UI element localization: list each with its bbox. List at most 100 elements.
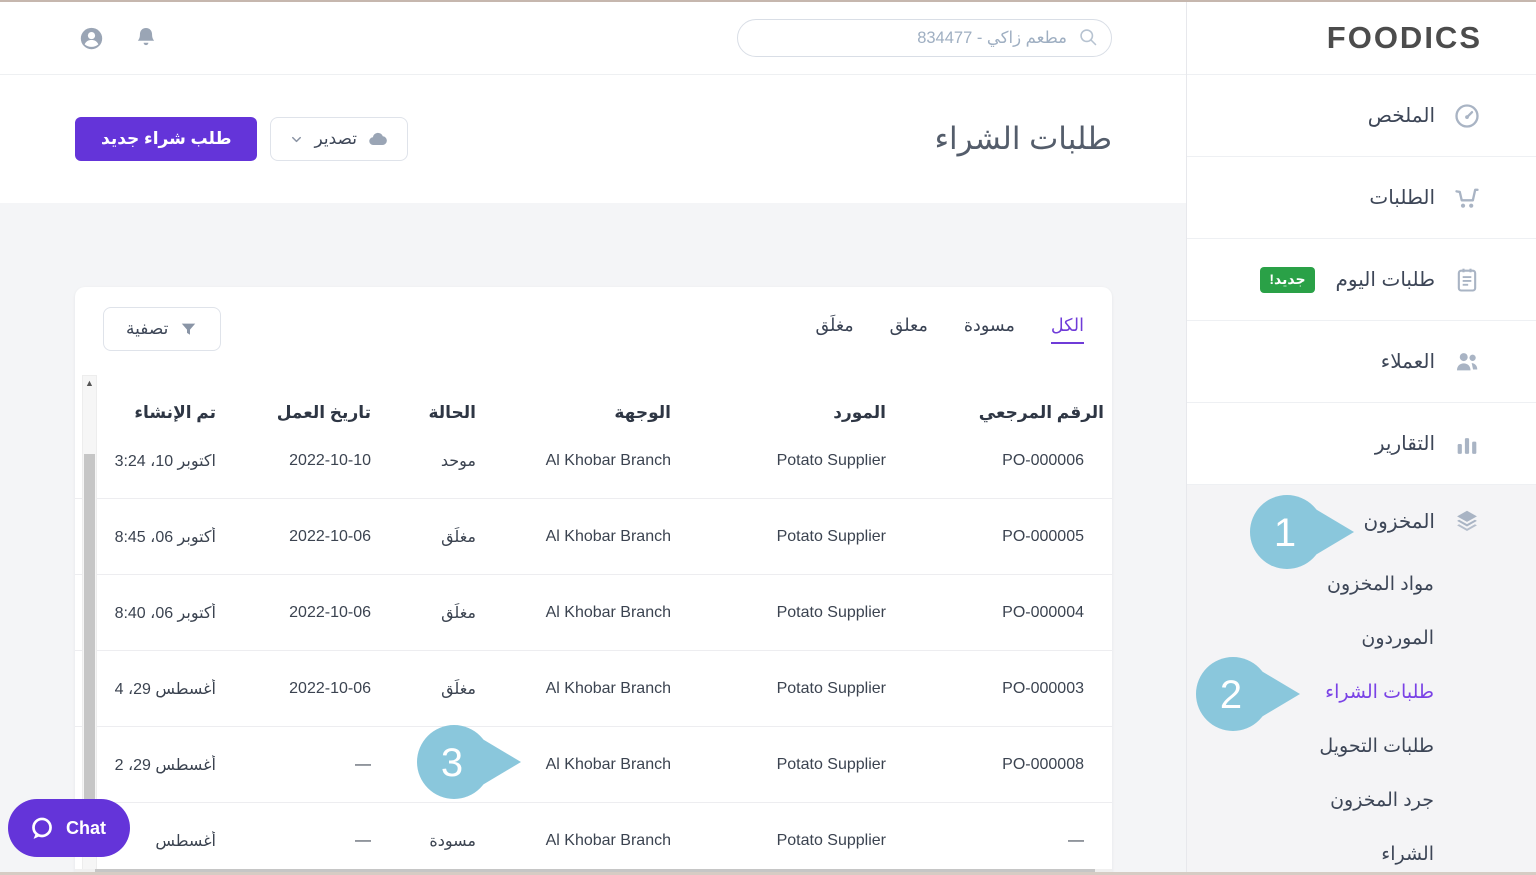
cell-work-date: — [355, 755, 371, 773]
chevron-down-icon [289, 132, 304, 147]
tab-pending[interactable]: معلق [889, 314, 928, 335]
sidebar-item-customers[interactable]: العملاء [1187, 321, 1536, 403]
logo-row: FOODICS [1187, 2, 1536, 75]
column-header-supplier: المورد [833, 402, 886, 422]
cell-work-date: 2022-10-06 [289, 603, 371, 621]
customers-icon [1452, 347, 1482, 377]
cell-supplier: Potato Supplier [776, 679, 886, 697]
table-vertical-scrollbar[interactable]: ▲ [82, 375, 97, 875]
cell-created: أكتوبر 10، 3:24 [114, 454, 216, 470]
cell-supplier: Potato Supplier [776, 603, 886, 621]
table-row[interactable]: PO-000003 Potato Supplier Al Khobar Bran… [75, 651, 1112, 727]
cell-work-date: 2022-10-10 [289, 454, 371, 469]
chat-bubble-icon [28, 815, 55, 842]
sidebar-subitem-suppliers[interactable]: الموردون [1187, 611, 1536, 665]
purchase-orders-card: الكل مسودة معلق مغلَق تصفية الرقم المرجع… [75, 287, 1112, 875]
cell-reference: — [1068, 831, 1084, 849]
bottom-edge-line [0, 872, 1536, 875]
cell-created: أغسطس [155, 832, 216, 850]
search-icon [1078, 27, 1099, 48]
sidebar-subitem-inventory-items[interactable]: مواد المخزون [1187, 557, 1536, 611]
sidebar-subitem-inventory-count[interactable]: جرد المخزون [1187, 773, 1536, 827]
cell-status: مسودة [429, 832, 476, 850]
cell-destination: Al Khobar Branch [545, 831, 671, 849]
cell-reference: PO-000004 [1002, 603, 1084, 621]
page-header: طلبات الشراء تصدير طلب شراء جديد [0, 75, 1186, 203]
sidebar-item-reports[interactable]: التقارير [1187, 403, 1536, 485]
table-body: PO-000006 Potato Supplier Al Khobar Bran… [75, 454, 1112, 875]
scrollbar-up-arrow[interactable]: ▲ [85, 378, 94, 388]
inventory-section: المخزون مواد المخزون الموردون طلبات الشر… [1187, 485, 1536, 875]
sidebar-subitem-transfer-orders[interactable]: طلبات التحويل [1187, 719, 1536, 773]
sidebar-subitem-purchase-orders[interactable]: طلبات الشراء [1187, 665, 1536, 719]
cell-supplier: Potato Supplier [776, 454, 886, 469]
sidebar: FOODICS الملخص الطلبات طلبات اليوم جديد!… [1186, 2, 1536, 875]
cell-reference: PO-000003 [1002, 679, 1084, 697]
layers-icon [1452, 506, 1482, 536]
cell-work-date: 2022-10-06 [289, 527, 371, 545]
subitem-label: طلبات التحويل [1319, 735, 1434, 757]
table-row[interactable]: PO-000006 Potato Supplier Al Khobar Bran… [75, 454, 1112, 499]
cell-supplier: Potato Supplier [776, 527, 886, 545]
export-label: تصدير [314, 129, 357, 148]
sidebar-item-summary[interactable]: الملخص [1187, 75, 1536, 157]
cell-destination: Al Khobar Branch [545, 755, 671, 773]
column-header-work-date: تاريخ العمل [276, 402, 371, 422]
funnel-icon [179, 320, 198, 339]
cell-reference: PO-000008 [1002, 755, 1084, 773]
cell-work-date: 2022-10-06 [289, 679, 371, 697]
column-header-reference: الرقم المرجعي [978, 402, 1104, 422]
cell-status: مغلَق [441, 528, 476, 546]
sidebar-item-orders[interactable]: الطلبات [1187, 157, 1536, 239]
column-header-destination: الوجهة [614, 402, 671, 422]
filter-label: تصفية [126, 319, 169, 338]
main-area: طلبات الشراء تصدير طلب شراء جديد الكل مس… [0, 2, 1186, 875]
subitem-label: الموردون [1361, 627, 1434, 649]
new-purchase-order-button[interactable]: طلب شراء جديد [75, 117, 258, 161]
search-box [737, 19, 1112, 57]
filter-button[interactable]: تصفية [103, 307, 222, 351]
tab-all[interactable]: الكل [1050, 315, 1084, 344]
subitem-label: مواد المخزون [1327, 573, 1434, 595]
clipboard-icon [1452, 265, 1482, 295]
cell-reference: PO-000006 [1002, 454, 1084, 469]
cell-supplier: Potato Supplier [776, 755, 886, 773]
cell-created: أغسطس 29، 2 [114, 756, 216, 774]
notifications-bell-icon[interactable] [133, 25, 160, 52]
table-row[interactable]: PO-000005 Potato Supplier Al Khobar Bran… [75, 499, 1112, 575]
sidebar-item-inventory[interactable]: المخزون [1187, 485, 1536, 557]
table-row[interactable]: PO-000008 Potato Supplier Al Khobar Bran… [75, 727, 1112, 803]
cell-destination: Al Khobar Branch [545, 603, 671, 621]
cell-status: مغلَق [441, 680, 476, 698]
export-button[interactable]: تصدير [270, 117, 408, 161]
sidebar-item-label: العملاء [1380, 351, 1435, 373]
cell-status: مغلَق [441, 604, 476, 622]
tab-closed[interactable]: مغلَق [815, 314, 854, 335]
table-row[interactable]: PO-000004 Potato Supplier Al Khobar Bran… [75, 575, 1112, 651]
content-background: الكل مسودة معلق مغلَق تصفية الرقم المرجع… [0, 203, 1186, 875]
table-row[interactable]: — Potato Supplier Al Khobar Branch مسودة… [75, 803, 1112, 875]
sidebar-subitem-purchasing[interactable]: الشراء [1187, 827, 1536, 875]
search-input[interactable] [737, 19, 1112, 57]
bar-chart-icon [1452, 429, 1482, 459]
cell-supplier: Potato Supplier [776, 831, 886, 849]
user-avatar-icon[interactable] [78, 25, 105, 52]
tab-draft[interactable]: مسودة [963, 314, 1015, 335]
filter-tabs-row: الكل مسودة معلق مغلَق تصفية [75, 287, 1112, 371]
chat-button[interactable]: Chat [8, 799, 130, 857]
sidebar-item-today-orders[interactable]: طلبات اليوم جديد! [1187, 239, 1536, 321]
scrollbar-thumb[interactable] [84, 454, 95, 847]
cell-status: موحد [440, 454, 476, 470]
sidebar-item-label: الملخص [1367, 105, 1435, 127]
cell-destination: Al Khobar Branch [545, 679, 671, 697]
cell-created: أكتوبر 06، 8:40 [114, 604, 216, 622]
topbar [0, 2, 1186, 75]
cell-destination: Al Khobar Branch [545, 454, 671, 469]
foodics-logo: FOODICS [1326, 20, 1482, 55]
column-header-created: تم الإنشاء [134, 402, 216, 422]
topbar-icons [78, 25, 160, 52]
cell-reference: PO-000005 [1002, 527, 1084, 545]
sidebar-item-label: التقارير [1374, 433, 1435, 455]
chat-label: Chat [66, 817, 106, 838]
sidebar-item-label: طلبات اليوم [1335, 269, 1435, 291]
